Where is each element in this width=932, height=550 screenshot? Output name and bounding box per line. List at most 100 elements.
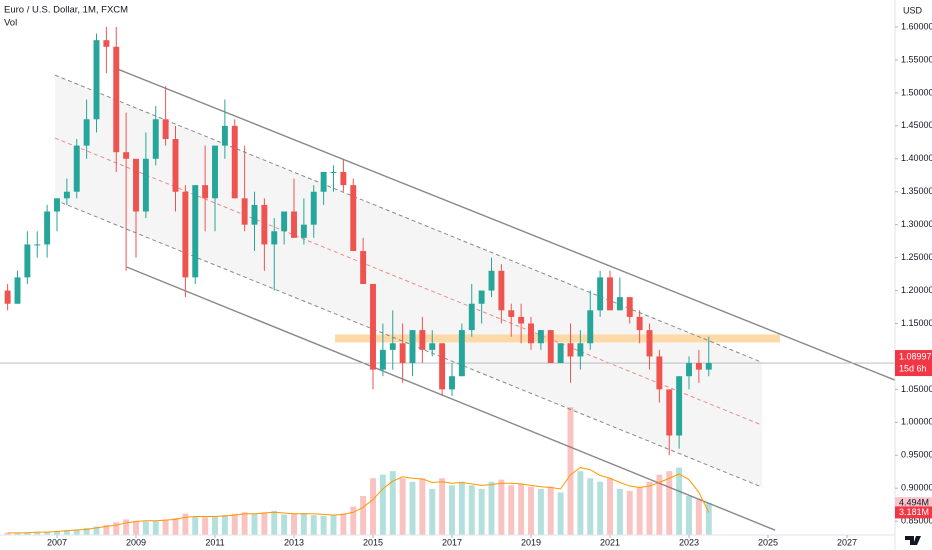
candle-body bbox=[103, 40, 110, 47]
volume-bar bbox=[695, 499, 702, 535]
candle-body bbox=[182, 191, 189, 278]
x-tick-label: 2015 bbox=[363, 537, 383, 547]
volume-bar bbox=[537, 488, 544, 535]
volume-bar bbox=[24, 532, 31, 535]
y-tick-label: 1.05000 bbox=[901, 384, 932, 394]
volume-bar bbox=[93, 526, 100, 535]
x-tick-label: 2021 bbox=[600, 537, 620, 547]
candle-body bbox=[567, 343, 574, 357]
candle-body bbox=[370, 283, 376, 370]
candle-body bbox=[93, 40, 100, 120]
candle-body bbox=[360, 251, 367, 284]
volume-bar bbox=[577, 471, 584, 535]
y-tick-label: 1.00000 bbox=[901, 417, 932, 427]
candle-body bbox=[300, 224, 307, 238]
candle-body bbox=[389, 343, 396, 350]
candle-body bbox=[409, 330, 416, 364]
candle-body bbox=[636, 316, 643, 331]
volume-bar bbox=[231, 513, 238, 535]
volume-bar bbox=[636, 486, 643, 535]
volume-bar bbox=[547, 486, 554, 535]
candle-body bbox=[656, 356, 663, 390]
candle-body bbox=[212, 145, 218, 199]
plot bbox=[0, 27, 896, 535]
candle-body bbox=[528, 323, 534, 344]
candle-body bbox=[587, 310, 594, 344]
volume-bar bbox=[350, 506, 357, 535]
candle-body bbox=[597, 277, 604, 311]
volume-bar bbox=[152, 520, 159, 535]
candle-body bbox=[152, 119, 159, 159]
candle-body bbox=[281, 211, 288, 232]
candle-body bbox=[666, 389, 673, 436]
candle-body bbox=[83, 119, 90, 146]
y-tick-label: 1.50000 bbox=[901, 87, 932, 97]
volume-bar bbox=[419, 478, 426, 535]
volume-bar bbox=[221, 515, 228, 535]
candle-body bbox=[547, 330, 554, 364]
x-tick-label: 2011 bbox=[205, 537, 224, 547]
candle-body bbox=[123, 152, 130, 159]
volume-bar bbox=[34, 532, 41, 535]
volume-bar bbox=[182, 513, 189, 535]
candle-body bbox=[192, 185, 199, 278]
volume-bar bbox=[73, 529, 80, 535]
volume-bar bbox=[271, 510, 278, 535]
volume-bar bbox=[320, 515, 327, 535]
last-price-badge bbox=[895, 350, 932, 377]
y-tick-label: 1.40000 bbox=[901, 153, 932, 163]
chart-title: Euro / U.S. Dollar, 1M, FXCM bbox=[4, 5, 128, 16]
candle-body bbox=[221, 125, 228, 146]
candle-body bbox=[478, 290, 485, 304]
volume-bar bbox=[360, 495, 367, 535]
last-price-label: 1.08997 bbox=[899, 351, 932, 361]
y-tick-label: 1.60000 bbox=[901, 21, 932, 31]
candle-body bbox=[241, 198, 248, 225]
volume-bar bbox=[212, 516, 218, 535]
candle-body bbox=[518, 316, 525, 324]
volume-bar bbox=[370, 478, 376, 535]
y-tick-label: 0.95000 bbox=[901, 450, 932, 460]
volume-bar bbox=[330, 515, 337, 535]
candle-body bbox=[705, 363, 712, 370]
volume-bar bbox=[14, 532, 21, 535]
y-tick-label: 1.55000 bbox=[901, 54, 932, 64]
countdown-label: 15d 6h bbox=[899, 363, 927, 373]
volume-bar bbox=[686, 495, 692, 535]
y-tick-label: 1.20000 bbox=[901, 285, 932, 295]
candle-body bbox=[449, 376, 455, 390]
volume-bar bbox=[379, 474, 386, 535]
volume-bar bbox=[4, 532, 11, 535]
candle-body bbox=[379, 349, 386, 370]
volume-bar bbox=[172, 517, 179, 535]
volume-bar bbox=[300, 513, 307, 535]
x-tick-label: 2017 bbox=[442, 537, 462, 547]
volume-bar bbox=[439, 478, 446, 535]
volume-bar bbox=[488, 481, 495, 535]
volume-bar bbox=[340, 513, 347, 535]
candle-body bbox=[676, 376, 683, 436]
volume-bar bbox=[468, 485, 475, 535]
channel-upper bbox=[54, 74, 763, 363]
volume-bar bbox=[458, 481, 465, 535]
candle-body bbox=[577, 343, 584, 357]
x-tick-label: 2009 bbox=[126, 537, 146, 547]
x-tick-label: 2027 bbox=[837, 537, 857, 547]
trendline bbox=[126, 266, 776, 531]
trendline bbox=[114, 67, 896, 381]
volume-bar bbox=[142, 521, 149, 535]
candle-body bbox=[320, 171, 327, 192]
volume-bar bbox=[251, 513, 258, 535]
candle-body bbox=[399, 343, 406, 364]
volume-bar bbox=[626, 491, 633, 535]
volume-label: Vol bbox=[4, 18, 17, 29]
volume-bar bbox=[587, 478, 594, 535]
candle-body bbox=[626, 297, 633, 317]
candle-body bbox=[162, 119, 169, 140]
logo bbox=[905, 536, 921, 545]
candle-body bbox=[24, 244, 31, 278]
volume-bar bbox=[310, 515, 317, 535]
candle-body bbox=[557, 343, 564, 364]
y-tick-label: 1.30000 bbox=[901, 219, 932, 229]
